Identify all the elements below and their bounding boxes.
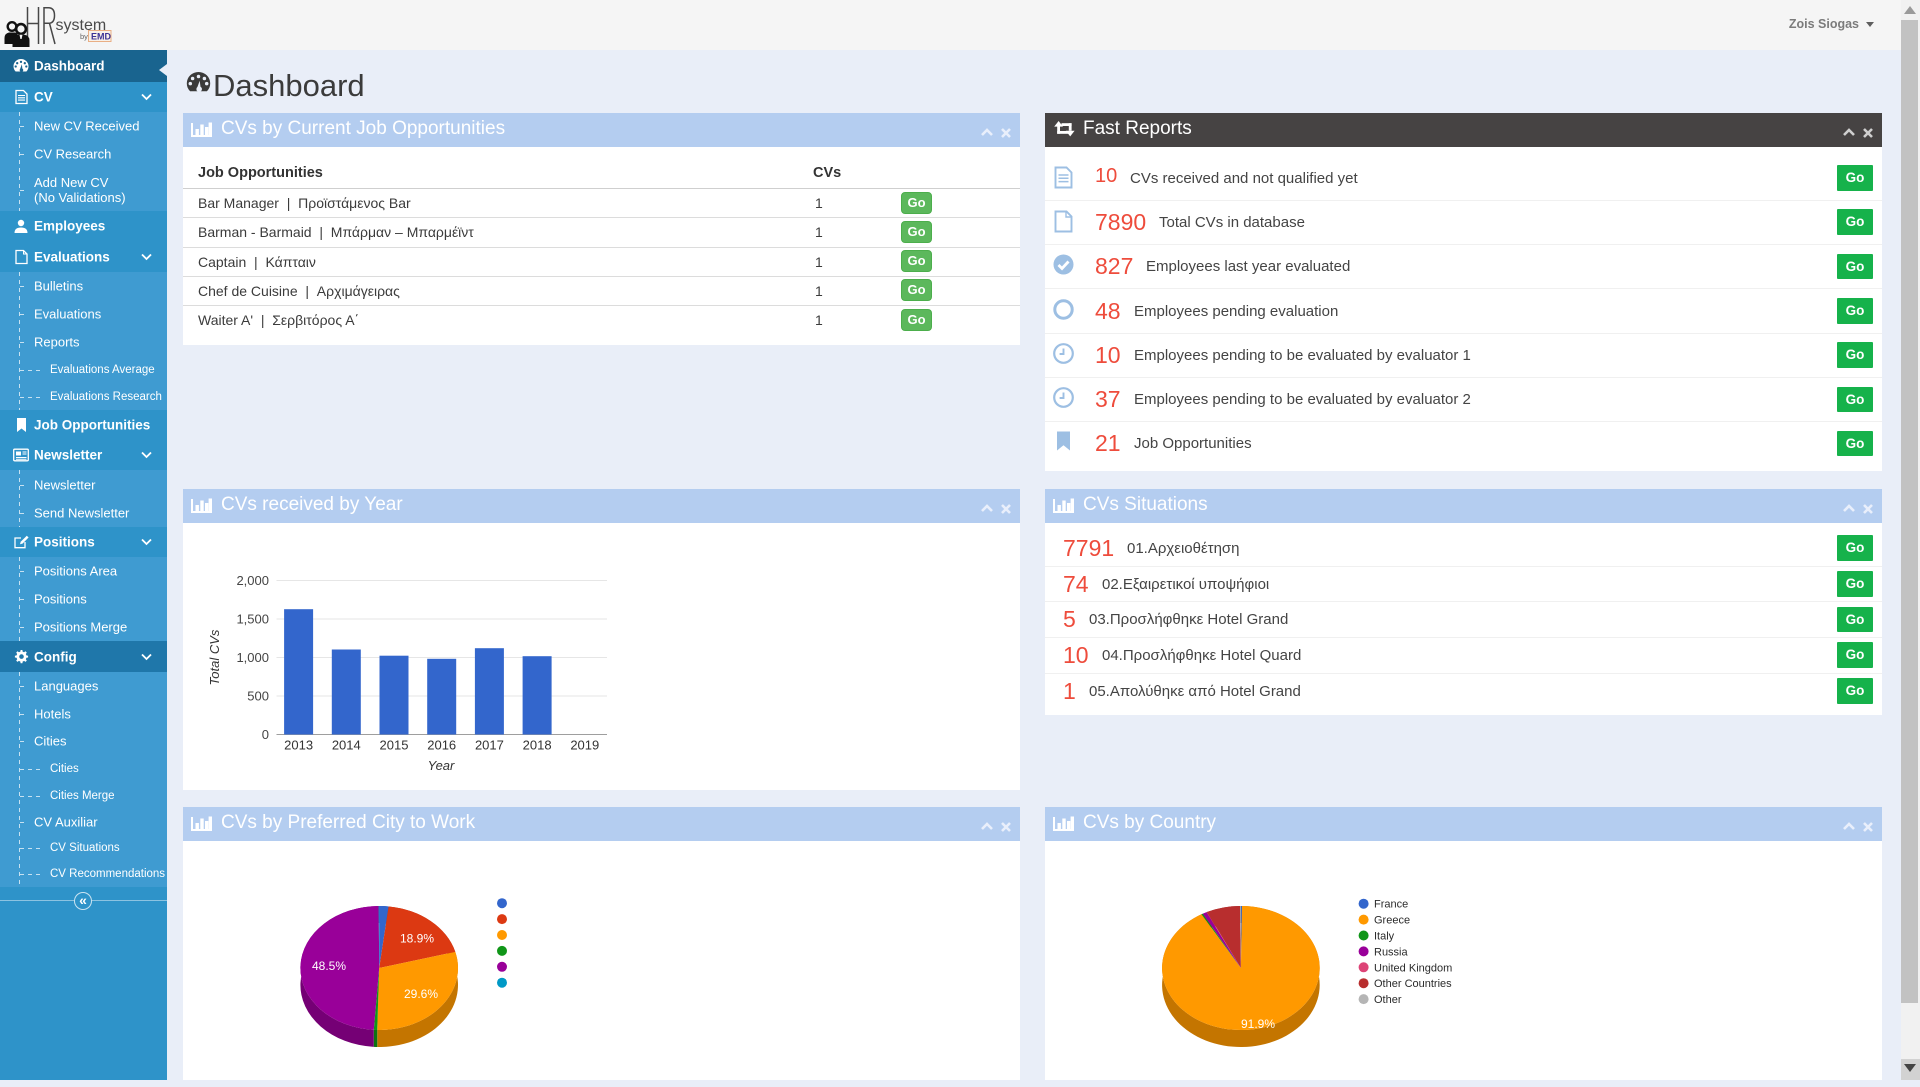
svg-text:by: by (80, 32, 88, 41)
svg-text:Other: Other (1374, 994, 1402, 1006)
svg-text:Other Countries: Other Countries (1374, 978, 1452, 990)
svg-text:2016: 2016 (427, 737, 456, 752)
svg-text:2018: 2018 (523, 737, 552, 752)
svg-text:2017: 2017 (475, 737, 504, 752)
svg-text:system: system (56, 17, 107, 34)
svg-text:2019: 2019 (570, 737, 599, 752)
svg-text:0: 0 (262, 727, 269, 742)
svg-text:2014: 2014 (332, 737, 361, 752)
svg-text:18.9%: 18.9% (400, 931, 434, 945)
svg-text:Greece: Greece (1374, 914, 1410, 926)
svg-text:Total CVs: Total CVs (207, 629, 222, 685)
svg-text:1,500: 1,500 (236, 611, 269, 626)
svg-text:Year: Year (428, 758, 455, 773)
svg-text:Italy: Italy (1374, 930, 1395, 942)
svg-text:1,000: 1,000 (236, 650, 269, 665)
svg-text:29.6%: 29.6% (404, 987, 438, 1001)
svg-text:Russia: Russia (1374, 946, 1409, 958)
svg-text:2013: 2013 (284, 737, 313, 752)
svg-text:48.5%: 48.5% (312, 959, 346, 973)
svg-text:EMD: EMD (91, 31, 112, 41)
svg-text:2015: 2015 (380, 737, 409, 752)
svg-text:500: 500 (247, 688, 269, 703)
svg-text:2,000: 2,000 (236, 573, 269, 588)
svg-text:France: France (1374, 898, 1408, 910)
svg-text:United Kingdom: United Kingdom (1374, 962, 1452, 974)
svg-text:91.9%: 91.9% (1241, 1017, 1275, 1031)
